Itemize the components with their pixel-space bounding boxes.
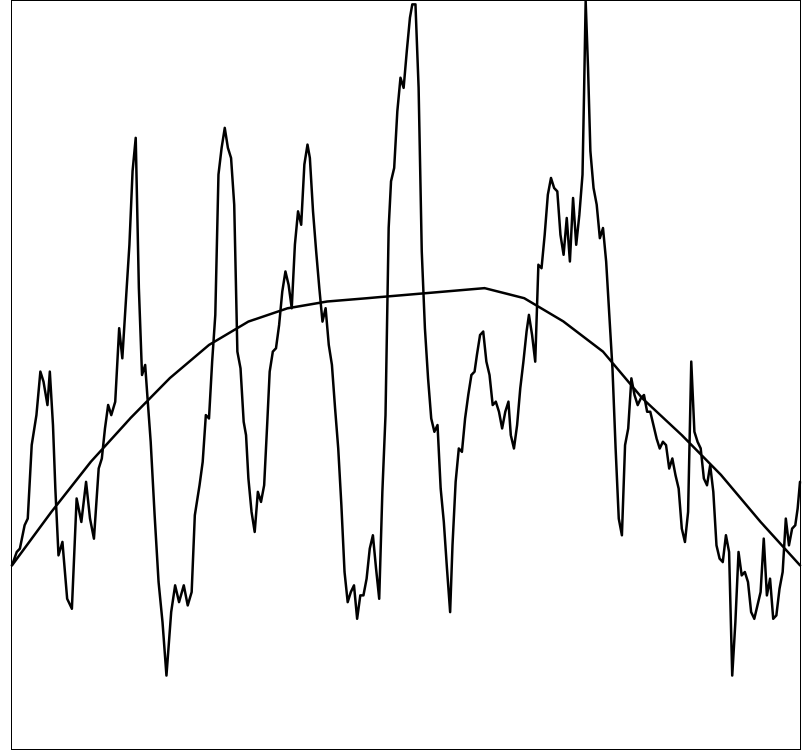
series-line-smooth-fit xyxy=(10,286,802,567)
series-line-primary xyxy=(10,0,802,677)
series-layer xyxy=(10,0,802,677)
